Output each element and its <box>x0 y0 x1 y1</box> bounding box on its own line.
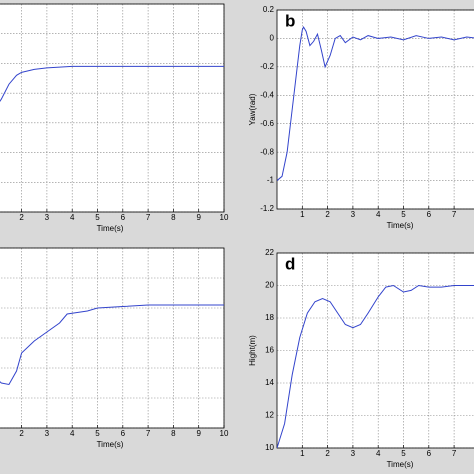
y-axis-label: Yaw(rad) <box>248 93 257 125</box>
x-tick-label: 7 <box>452 210 457 219</box>
y-tick-label: 16 <box>265 346 274 355</box>
y-tick-label: 12 <box>265 411 274 420</box>
panel: 1 2 3 4 5 6 7 -1.2 -1 -0.8 -0.6 -0.4 -0.2 0 0.2 Time(s)… <box>248 5 474 230</box>
y-tick-label: -0.2 <box>260 62 274 71</box>
x-tick-label: 8 <box>171 429 176 438</box>
x-tick-label: 3 <box>45 429 50 438</box>
x-tick-label: 3 <box>45 213 50 222</box>
y-tick-label: 14 <box>265 378 274 387</box>
x-axis-label: Time(s) <box>387 221 414 230</box>
x-tick-label: 7 <box>146 429 151 438</box>
panel: 2 3 4 5 6 7 8 9 10 Time(s) <box>0 247 229 449</box>
y-tick-label: 0.2 <box>263 5 275 14</box>
x-tick-label: 2 <box>325 210 330 219</box>
axes-frame <box>276 9 474 210</box>
y-tick-label: -0.4 <box>260 90 274 99</box>
y-tick-label: 10 <box>265 443 274 452</box>
x-tick-label: 8 <box>171 213 176 222</box>
x-tick-label: 7 <box>146 213 151 222</box>
x-tick-label: 5 <box>401 210 406 219</box>
x-axis-label: Time(s) <box>97 440 124 449</box>
x-tick-label: 6 <box>427 449 432 458</box>
axes-frame <box>0 3 225 213</box>
x-tick-label: 4 <box>376 449 381 458</box>
data-line <box>0 304 224 386</box>
x-tick-label: 5 <box>401 449 406 458</box>
y-tick-label: -1 <box>267 176 275 185</box>
x-tick-label: 10 <box>220 213 229 222</box>
y-tick-label: 22 <box>265 248 274 257</box>
panel-label: d <box>285 254 295 273</box>
axes-frame <box>0 247 225 429</box>
x-tick-label: 1 <box>300 449 305 458</box>
x-tick-label: 6 <box>121 213 126 222</box>
data-line <box>277 284 474 448</box>
y-tick-label: 0 <box>270 34 275 43</box>
x-tick-label: 6 <box>121 429 126 438</box>
y-tick-label: 20 <box>265 281 274 290</box>
y-tick-label: 18 <box>265 313 274 322</box>
x-tick-label: 3 <box>351 210 356 219</box>
plot-area <box>277 253 474 448</box>
x-tick-label: 7 <box>452 449 457 458</box>
x-tick-label: 9 <box>196 213 201 222</box>
x-tick-label: 5 <box>95 213 100 222</box>
x-tick-label: 9 <box>196 429 201 438</box>
x-tick-label: 5 <box>95 429 100 438</box>
x-tick-label: 6 <box>427 210 432 219</box>
y-tick-label: -0.6 <box>260 119 274 128</box>
x-tick-label: 4 <box>376 210 381 219</box>
panel-label: b <box>285 11 295 30</box>
x-tick-label: 4 <box>70 429 75 438</box>
x-tick-label: 10 <box>220 429 229 438</box>
x-tick-label: 2 <box>325 449 330 458</box>
y-axis-label: Hight(m) <box>248 335 257 366</box>
x-tick-label: 2 <box>19 213 24 222</box>
data-line <box>0 65 224 102</box>
x-tick-label: 2 <box>19 429 24 438</box>
y-tick-label: -1.2 <box>260 204 274 213</box>
axes-frame <box>276 252 474 449</box>
plot-area <box>0 4 224 212</box>
x-axis-label: Time(s) <box>97 224 124 233</box>
y-tick-label: -0.8 <box>260 147 274 156</box>
data-line <box>277 25 474 181</box>
x-tick-label: 1 <box>300 210 305 219</box>
x-axis-label: Time(s) <box>387 460 414 469</box>
plot-area <box>277 10 474 209</box>
x-tick-label: 3 <box>351 449 356 458</box>
panel: 2 3 4 5 6 7 8 9 10 Time(s) <box>0 3 229 233</box>
x-tick-label: 4 <box>70 213 75 222</box>
